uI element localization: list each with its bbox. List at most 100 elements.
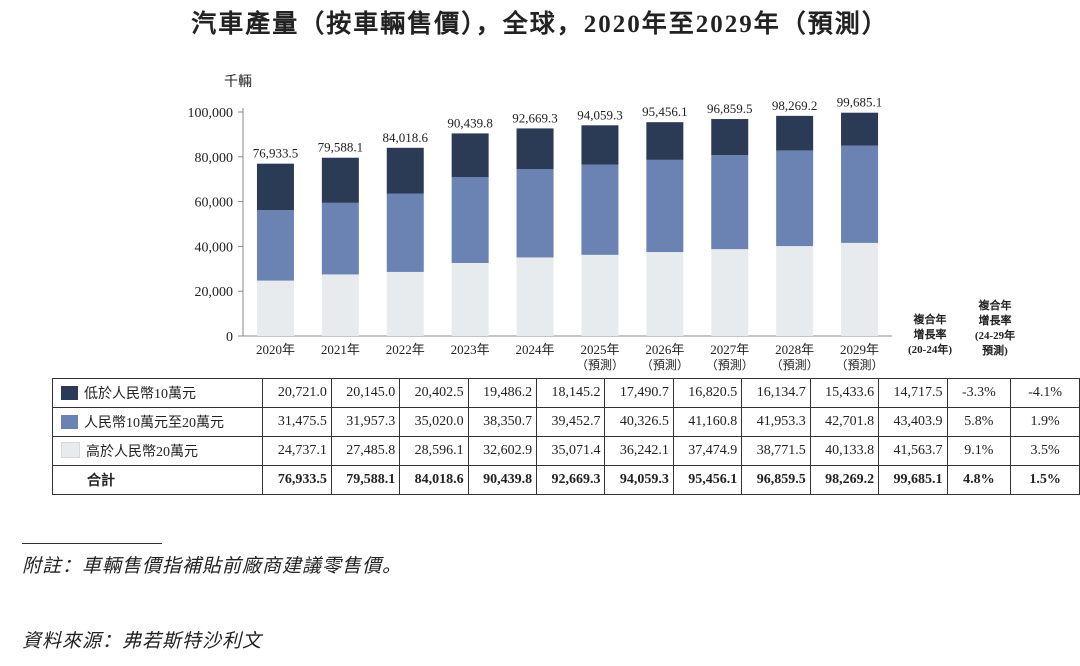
table-cell: 31,475.5 — [262, 407, 332, 437]
table-total-row: 合計 76,933.5 79,588.1 84,018.6 90,439.8 92,669… — [51, 465, 1080, 495]
bar-segment-high — [841, 242, 879, 336]
label-layer: 76,933.5 2020年 79,588.1 2021年 84,018.6 2022年 9… — [253, 95, 884, 372]
data-table: 低於人民幣10萬元 20,721.0 20,145.0 20,402.5 19,486.… — [51, 378, 1080, 495]
cagr-2020-2024-cell: 9.1% — [946, 436, 1012, 466]
table-cell: 99,685.1 — [878, 465, 948, 495]
bar-segment-high — [451, 262, 489, 336]
bar-total-label: 90,439.8 — [447, 115, 493, 130]
cagr-2020-2024-cell: -3.3% — [946, 378, 1012, 408]
bar-total-label: 92,669.3 — [512, 110, 558, 125]
x-tick-label: 2027年 — [710, 342, 749, 357]
unit-label: 千輛 — [224, 74, 252, 90]
cagr-2024-2029-cell: 1.5% — [1010, 465, 1080, 495]
row-label: 低於人民幣10萬元 — [51, 378, 264, 408]
bar-layer — [256, 112, 879, 336]
y-tick-label: 80,000 — [195, 151, 234, 166]
cagr2-header-line3: (24-29年 — [975, 328, 1015, 342]
bar-segment-low — [256, 163, 294, 211]
bar-segment-mid — [386, 193, 424, 272]
bar-segment-high — [711, 249, 749, 336]
table-cell: 39,452.7 — [536, 407, 606, 437]
table-cell: 20,145.0 — [330, 378, 401, 408]
table-cell: 17,490.7 — [604, 378, 674, 408]
table-cell: 16,134.7 — [741, 378, 811, 408]
table-cell: 43,403.9 — [878, 407, 948, 437]
y-tick-label: 60,000 — [195, 196, 234, 211]
cagr2-header-line2: 增長率 — [979, 313, 1012, 327]
table-cell: 27,485.8 — [330, 436, 401, 466]
table-cell: 41,953.3 — [741, 407, 811, 437]
table-cell: 79,588.1 — [330, 465, 401, 495]
table-cell: 38,350.7 — [467, 407, 538, 437]
table-cell: 95,456.1 — [672, 465, 743, 495]
x-tick-note: （預測） — [836, 358, 884, 372]
source-note: 資料來源：弗若斯特沙利文 — [22, 631, 263, 652]
x-tick-label: 2028年 — [775, 342, 814, 357]
x-tick-label: 2025年 — [580, 342, 619, 357]
table-cell: 41,160.8 — [672, 407, 743, 437]
table-cell: 15,433.6 — [809, 378, 880, 408]
table-cell: 19,486.2 — [467, 378, 538, 408]
row-label: 合計 — [51, 465, 264, 495]
bar-segment-low — [451, 133, 489, 178]
bar-total-label: 95,456.1 — [642, 104, 688, 119]
table-cell: 76,933.5 — [262, 465, 332, 495]
y-tick-label: 20,000 — [195, 285, 234, 300]
note-divider — [22, 543, 162, 544]
table-cell: 90,439.8 — [467, 465, 538, 495]
bar-segment-low — [581, 125, 619, 165]
table-cell: 16,820.5 — [672, 378, 743, 408]
table-cell: 40,326.5 — [604, 407, 674, 437]
cagr1-header-line3: (20-24年) — [908, 342, 952, 356]
bar-segment-low — [776, 115, 814, 151]
table-cell: 24,737.1 — [262, 436, 332, 466]
table-row: 高於人民幣20萬元 24,737.1 27,485.8 28,596.1 32,602.… — [51, 436, 1080, 466]
table-cell: 98,269.2 — [809, 465, 880, 495]
bar-segment-low — [321, 157, 359, 203]
cagr-2024-2029-cell: 1.9% — [1010, 407, 1080, 437]
cagr-2020-2024-cell: 5.8% — [946, 407, 1012, 437]
bar-segment-high — [321, 274, 359, 336]
table-cell: 96,859.5 — [741, 465, 811, 495]
cagr2-header-line4: 預測) — [982, 343, 1008, 357]
table-cell: 31,957.3 — [330, 407, 401, 437]
y-tick-label: 0 — [226, 330, 233, 345]
table-cell: 28,596.1 — [399, 436, 469, 466]
y-tick-label: 40,000 — [195, 240, 234, 255]
bar-segment-mid — [841, 145, 879, 243]
bar-segment-high — [581, 254, 619, 336]
bar-segment-low — [711, 119, 749, 156]
bar-segment-mid — [256, 210, 294, 281]
table-cell: 36,242.1 — [604, 436, 674, 466]
bar-segment-high — [386, 271, 424, 336]
x-tick-label: 2020年 — [256, 342, 295, 357]
cagr1-header-line2: 增長率 — [914, 327, 947, 341]
table-cell: 37,474.9 — [672, 436, 743, 466]
cagr-2024-2029-cell: 3.5% — [1010, 436, 1080, 466]
y-tick-label: 100,000 — [188, 106, 234, 121]
bar-segment-mid — [776, 150, 814, 247]
bar-segment-mid — [646, 159, 684, 253]
legend-swatch-high — [61, 442, 80, 458]
bar-total-label: 96,859.5 — [707, 101, 753, 116]
bar-segment-low — [386, 147, 424, 194]
x-tick-note: （預測） — [706, 358, 754, 372]
table-cell: 20,721.0 — [262, 378, 332, 408]
bar-segment-mid — [711, 155, 749, 250]
x-tick-note: （預測） — [771, 358, 819, 372]
bar-segment-high — [516, 257, 554, 336]
table-cell: 84,018.6 — [399, 465, 469, 495]
x-tick-label: 2029年 — [840, 342, 879, 357]
bar-total-label: 99,685.1 — [837, 95, 883, 110]
bar-total-label: 98,269.2 — [772, 98, 818, 113]
bar-segment-mid — [516, 169, 554, 258]
bar-segment-low — [516, 128, 554, 170]
table-cell: 41,563.7 — [878, 436, 948, 466]
bar-segment-low — [841, 112, 879, 146]
x-tick-label: 2022年 — [386, 342, 425, 357]
cagr-2020-2024-cell: 4.8% — [946, 465, 1012, 495]
legend-swatch-mid — [61, 415, 78, 429]
table-cell: 35,020.0 — [399, 407, 469, 437]
stacked-bar-chart: 千輛 0 20,000 40,000 60,000 80,000 100,000 76,9… — [188, 74, 1016, 372]
table-cell: 38,771.5 — [741, 436, 811, 466]
